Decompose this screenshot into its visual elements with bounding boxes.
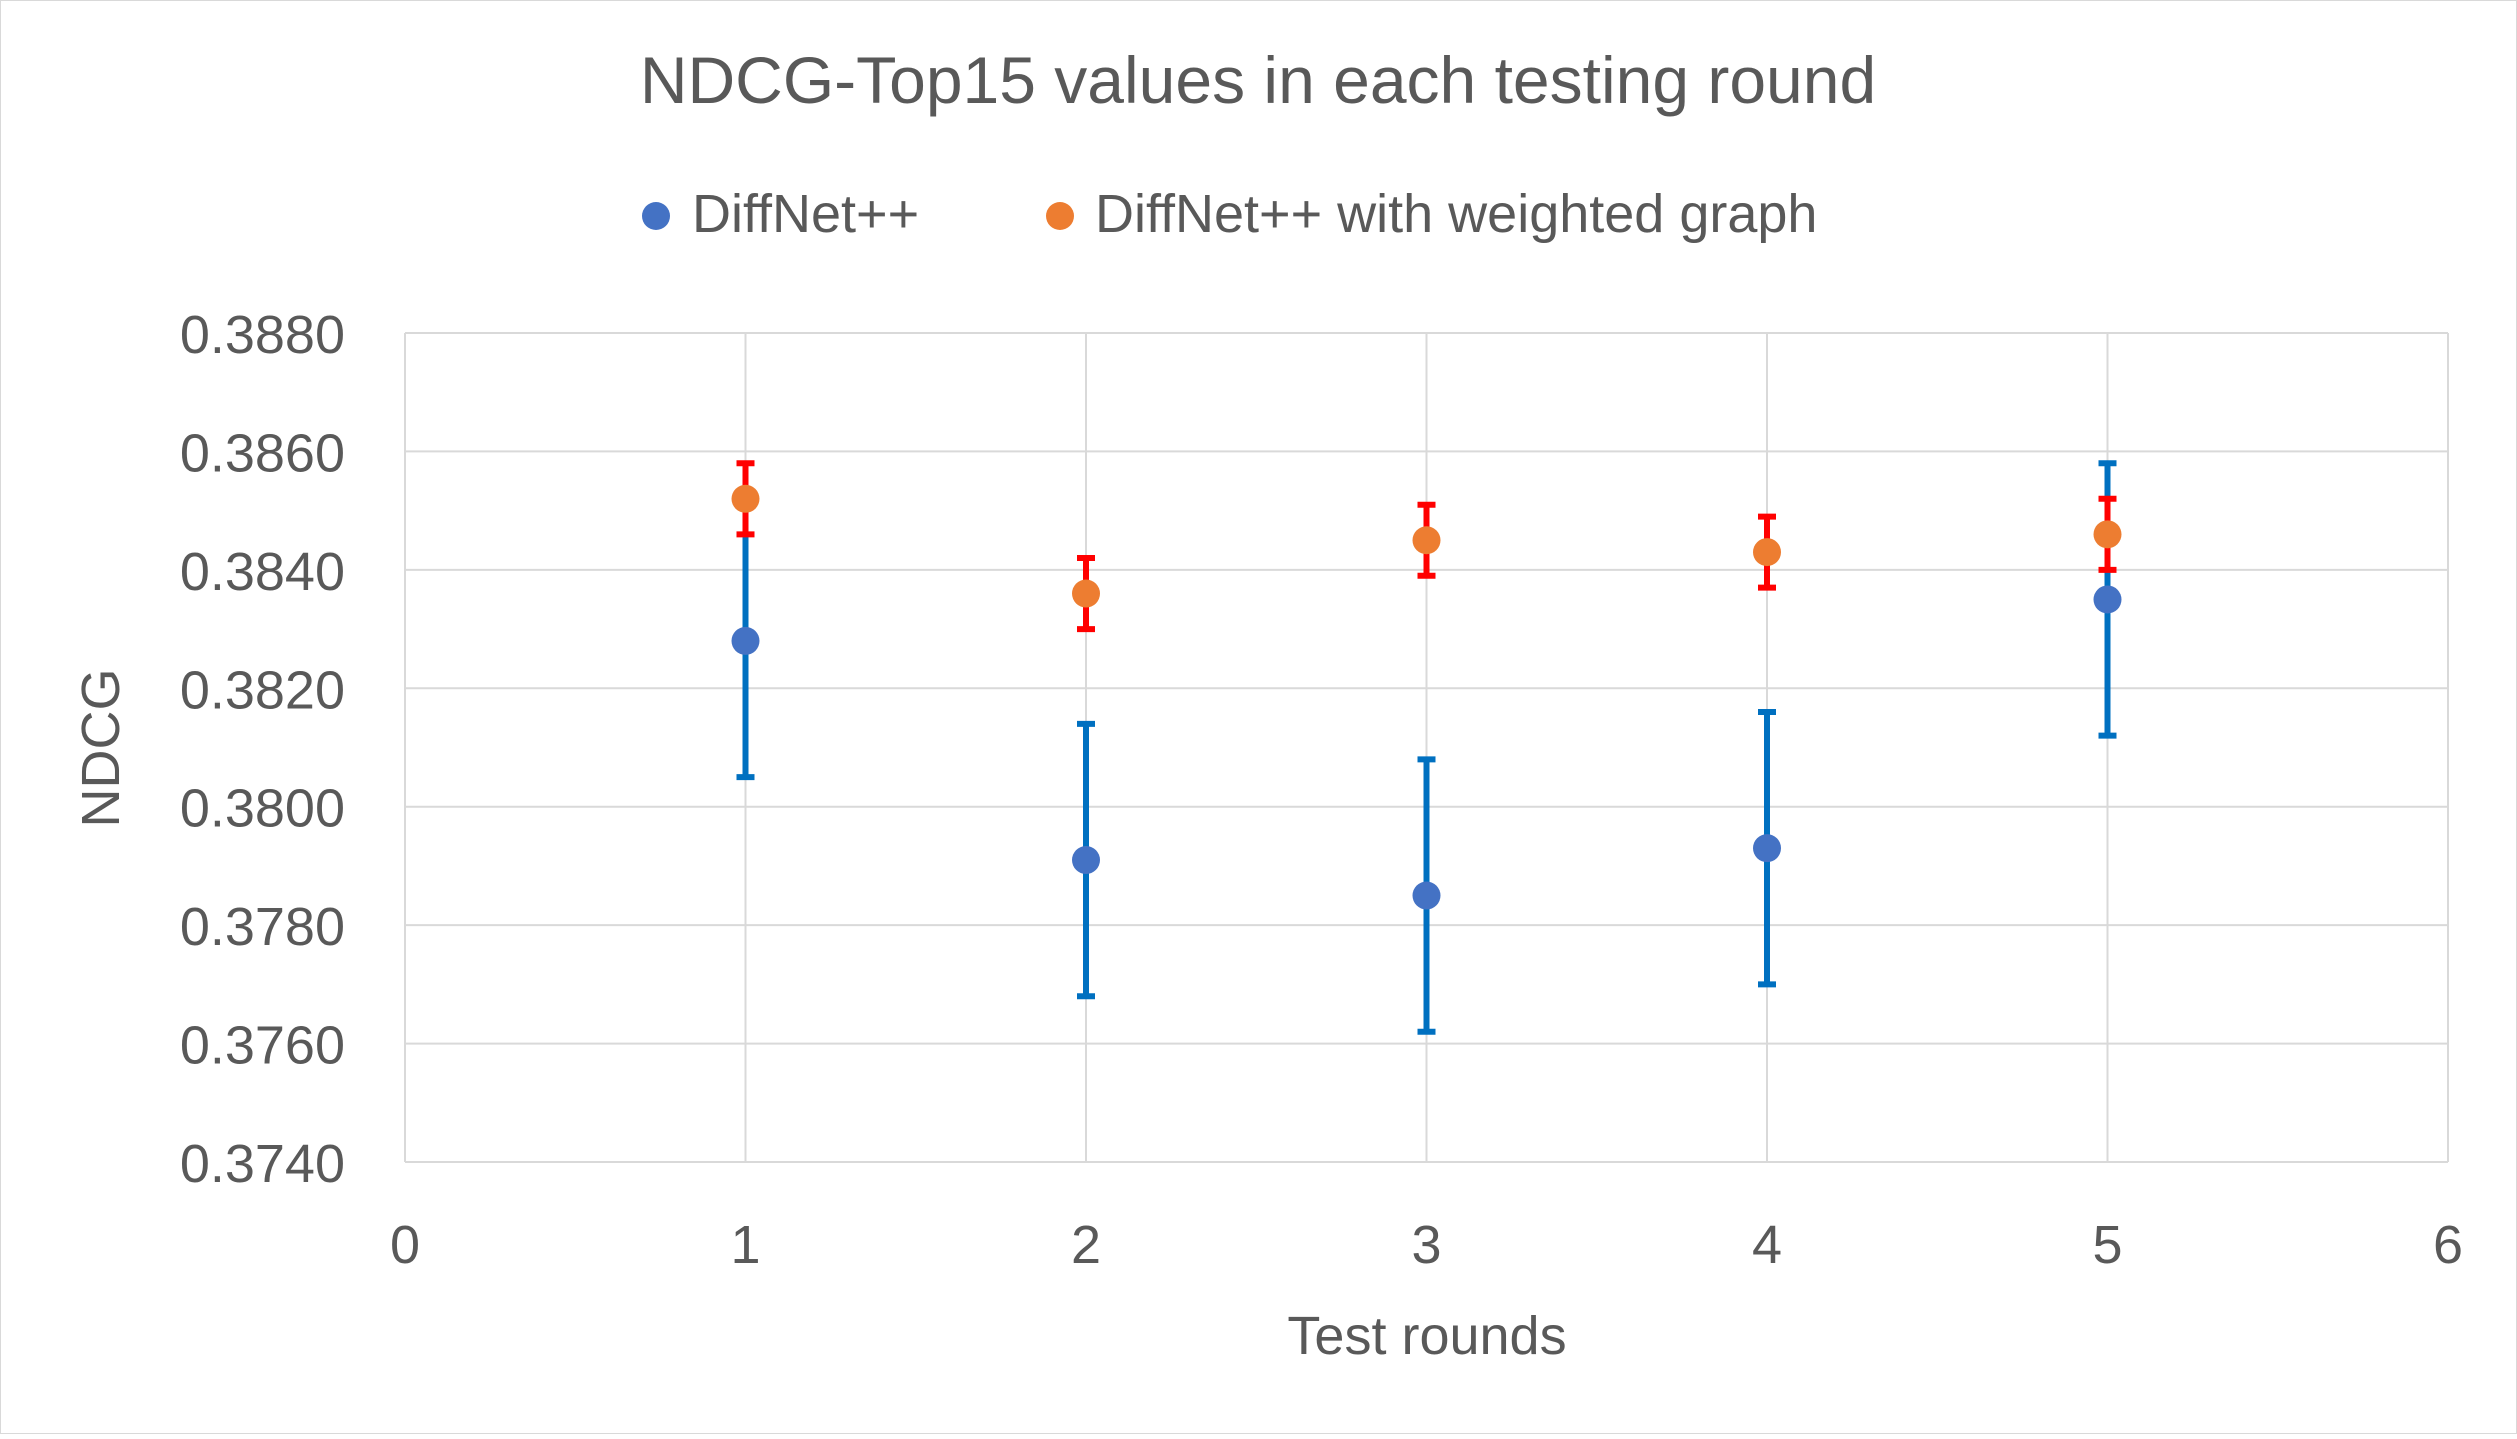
x-tick-label: 5	[2092, 1215, 2122, 1275]
data-point-diffnet	[731, 626, 760, 655]
axes: 0.3740 0.3760 0.3780 0.3800 0.3820 0.3840 0.38…	[180, 305, 2463, 1275]
legend: DiffNet++ DiffNet++ with weighted graph	[642, 184, 1817, 244]
data-point-weighted	[731, 484, 760, 513]
y-tick-label: 0.3800	[180, 779, 345, 839]
data-point-diffnet	[2093, 585, 2122, 614]
data-point-weighted	[1753, 538, 1781, 567]
legend-item-diffnet: DiffNet++	[642, 184, 919, 244]
x-tick-label: 0	[390, 1215, 420, 1275]
legend-item-weighted: DiffNet++ with weighted graph	[1046, 184, 1817, 244]
data-point-diffnet	[1412, 881, 1441, 910]
x-tick-label: 3	[1411, 1215, 1441, 1275]
data-point-diffnet	[1072, 846, 1100, 875]
x-tick-label: 1	[730, 1215, 760, 1275]
y-tick-label: 0.3860	[180, 423, 345, 483]
data-point-weighted	[2093, 520, 2122, 549]
data-point-weighted	[1412, 526, 1441, 555]
y-tick-label: 0.3780	[180, 897, 345, 957]
data-point-weighted	[1072, 579, 1100, 608]
data-points	[731, 484, 2122, 910]
data-point-diffnet	[1753, 834, 1781, 863]
x-axis-title: Test rounds	[1287, 1306, 1566, 1366]
legend-marker-diffnet	[642, 202, 670, 230]
legend-label-diffnet: DiffNet++	[692, 184, 919, 244]
legend-marker-weighted	[1046, 202, 1074, 230]
y-tick-label: 0.3880	[180, 305, 345, 365]
chart-title: NDCG-Top15 values in each testing round	[640, 43, 1876, 117]
y-tick-label: 0.3740	[180, 1134, 345, 1194]
y-tick-label: 0.3840	[180, 542, 345, 602]
y-axis-title: NDCG	[71, 669, 131, 828]
x-tick-label: 2	[1071, 1215, 1101, 1275]
x-tick-label: 4	[1752, 1215, 1782, 1275]
y-tick-label: 0.3760	[180, 1016, 345, 1076]
x-tick-label: 6	[2433, 1215, 2463, 1275]
y-tick-label: 0.3820	[180, 660, 345, 720]
legend-label-weighted: DiffNet++ with weighted graph	[1095, 184, 1817, 244]
